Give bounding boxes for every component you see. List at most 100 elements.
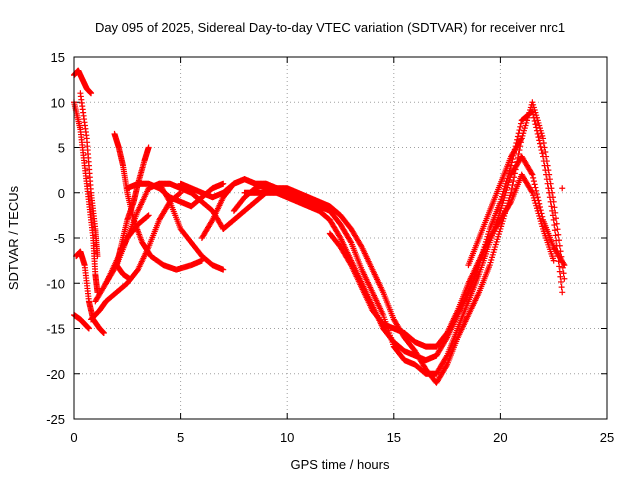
series-track-12 [156,180,227,273]
series-track-3 [77,90,101,260]
data-point [557,273,564,280]
series-track-11 [124,180,227,210]
data-point [145,212,152,219]
data-point [534,194,541,201]
x-tick-label: 10 [280,430,294,445]
data-point [559,185,566,192]
data-point [517,136,524,143]
data-point [517,123,524,130]
axis-ticks: 0 5 10 15 20 25 -25 -20 -15 -10 -5 0 5 10 15 [46,50,614,445]
y-tick-label: 10 [51,95,65,110]
data-point [510,178,517,185]
data-point [530,114,537,121]
data-point [85,325,92,332]
data-point [540,153,547,160]
data-point [443,362,450,369]
data-point [552,232,559,239]
data-point [540,158,547,165]
data-point [94,253,101,260]
y-tick-label: 0 [58,186,65,201]
data-point [551,204,558,211]
data-point [531,181,538,188]
data-point [528,188,535,195]
y-tick-label: 15 [51,50,65,65]
data-point [541,144,548,151]
series-track-18 [326,171,557,350]
x-tick-label: 5 [177,430,184,445]
data-point [540,135,547,142]
data-point [554,253,561,260]
data-point [551,222,558,229]
data-point [543,176,550,183]
data-point [531,117,538,124]
data-point [560,260,567,267]
data-point [515,150,522,157]
data-point [508,189,515,196]
x-tick-label: 25 [600,430,614,445]
data-point [516,127,523,134]
series-track-9 [111,130,205,273]
data-point [555,258,562,265]
data-point [542,167,549,174]
data-point [517,120,524,127]
data-point [443,353,450,360]
x-tick-label: 15 [387,430,401,445]
data-point [535,134,542,141]
x-tick-label: 20 [493,430,507,445]
series-track-19 [465,135,525,269]
data-marks [71,67,568,386]
y-tick-label: -25 [46,412,65,427]
data-point [547,198,554,205]
data-point [544,180,551,187]
data-point [88,90,95,97]
y-tick-label: -10 [46,276,65,291]
data-point [541,162,548,169]
data-point [508,162,515,169]
data-point [558,278,565,285]
data-point [530,174,537,181]
data-point [530,178,537,185]
data-point [533,127,540,134]
data-point [532,121,539,128]
y-tick-label: 5 [58,141,65,156]
data-point [536,200,543,207]
data-point [126,275,133,282]
data-point [556,268,563,275]
data-point [176,190,183,197]
data-point [559,289,566,296]
data-point [528,170,535,177]
data-point [546,189,553,196]
data-point [554,247,561,254]
data-point [553,237,560,244]
data-point [515,130,522,137]
data-point [543,171,550,178]
data-point [553,242,560,249]
data-point [530,111,537,118]
x-axis-label: GPS time / hours [291,457,390,472]
data-point [220,180,227,187]
data-point [560,270,567,277]
data-point [144,213,151,220]
data-point [549,207,556,214]
data-point [536,203,543,210]
data-point [529,171,536,178]
data-point [555,231,562,238]
data-point [556,263,563,270]
data-point [558,284,565,291]
data-point [529,108,536,115]
y-axis-label: SDTVAR / TECUs [6,185,21,290]
data-point [514,133,521,140]
series-track-20 [559,185,566,192]
data-point [550,257,557,264]
y-tick-label: -20 [46,367,65,382]
data-point [100,330,107,337]
series-track-16 [230,153,568,377]
series-track-10 [113,144,152,282]
data-point [542,149,549,156]
data-point [347,238,354,245]
chart-title: Day 095 of 2025, Sidereal Day-to-day VTE… [95,20,565,35]
data-point [536,140,543,147]
data-point [518,135,525,142]
data-point [220,266,227,273]
